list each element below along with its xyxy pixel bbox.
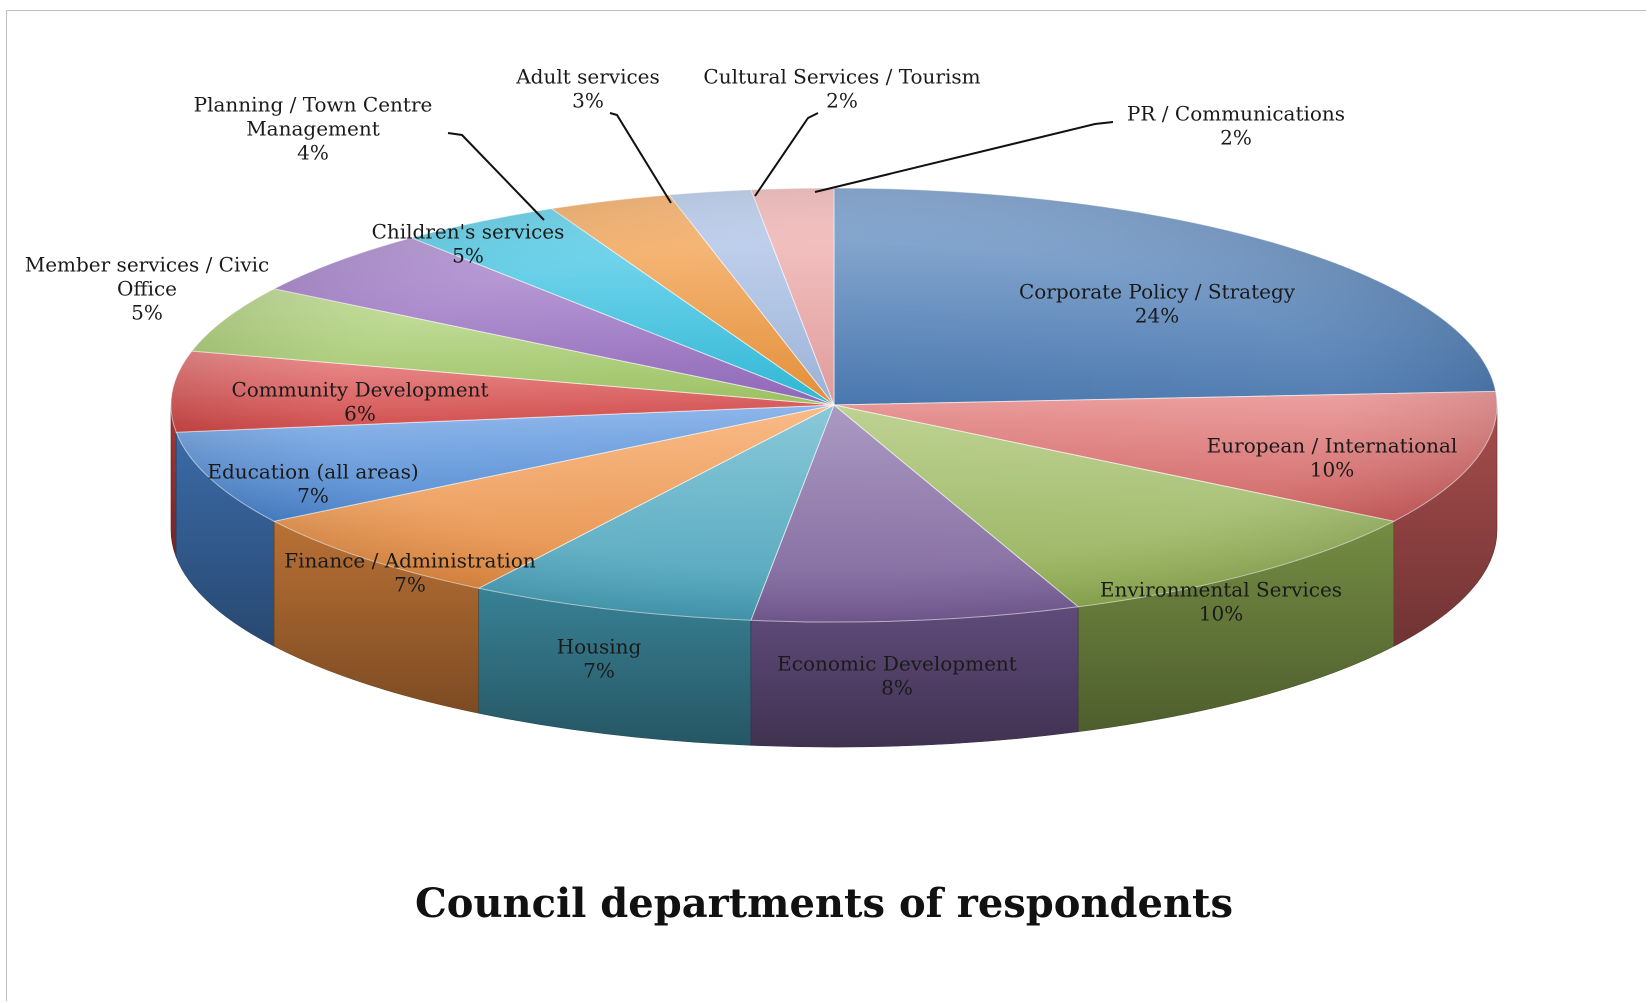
slice-name-text: Office — [117, 277, 177, 301]
leader-line-planning-town-centre-management — [447, 132, 545, 221]
slice-name-text: Cultural Services / Tourism — [703, 65, 980, 89]
slice-name-text: European / International — [1207, 434, 1458, 458]
slice-percent-text: 10% — [1310, 458, 1354, 482]
slice-name-text: Management — [246, 117, 380, 141]
leader-line-pr-communications — [814, 121, 1114, 193]
slice-percent-text: 6% — [344, 402, 376, 426]
slice-percent-text: 2% — [1220, 126, 1252, 150]
slice-percent-text: 5% — [131, 301, 163, 325]
slice-percent-text: 2% — [826, 89, 858, 113]
slice-percent-text: 4% — [297, 141, 329, 165]
slice-name-text: Environmental Services — [1100, 578, 1342, 602]
leader-line-cultural-services-tourism — [754, 112, 819, 197]
slice-name-text: Corporate Policy / Strategy — [1019, 280, 1296, 304]
slice-label-education-all-areas: Education (all areas)7% — [207, 460, 418, 508]
slice-name-text: PR / Communications — [1127, 102, 1345, 126]
slice-name-text: Finance / Administration — [284, 549, 536, 573]
slice-percent-text: 10% — [1199, 602, 1243, 626]
slice-name-text: Adult services — [515, 65, 660, 89]
slice-percent-text: 7% — [394, 573, 426, 597]
chart-frame — [6, 10, 1646, 1001]
slice-percent-text: 7% — [583, 659, 615, 683]
slice-percent-text: 7% — [297, 484, 329, 508]
slice-name-text: Education (all areas) — [207, 460, 418, 484]
slice-percent-text: 24% — [1135, 304, 1179, 328]
slice-name-text: Community Development — [231, 378, 488, 402]
slice-name-text: Member services / Civic — [25, 253, 270, 277]
pie-side-economic-development — [750, 606, 1079, 748]
leader-line-adult-services — [609, 112, 672, 204]
chart-title: Council departments of respondents — [414, 880, 1234, 927]
slice-name-text: Children's services — [372, 220, 565, 244]
slice-name-text: Housing — [557, 635, 642, 659]
slice-percent-text: 8% — [881, 676, 913, 700]
slice-percent-text: 5% — [452, 244, 484, 268]
slice-name-text: Planning / Town Centre — [194, 93, 433, 117]
slice-percent-text: 3% — [572, 89, 604, 113]
slice-name-text: Economic Development — [777, 652, 1017, 676]
pie-leaders — [447, 112, 1114, 221]
